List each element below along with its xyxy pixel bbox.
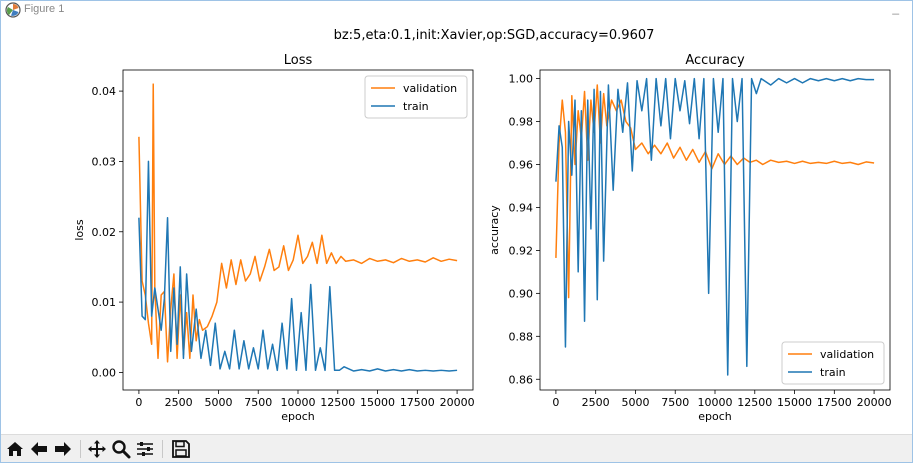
y-tick-label: 0.01 (92, 296, 117, 309)
x-tick-label: 15000 (360, 396, 395, 409)
x-tick-label: 2500 (165, 396, 193, 409)
x-tick-label: 15000 (777, 396, 812, 409)
x-tick-label: 17500 (817, 396, 852, 409)
legend-label-validation: validation (820, 348, 874, 361)
legend: validation train (364, 75, 468, 119)
axes-frame (122, 69, 474, 391)
x-tick-label: 5000 (621, 396, 649, 409)
y-tick-label: 0.88 (509, 330, 534, 343)
toolbar-divider (80, 440, 81, 458)
legend-label-train: train (820, 366, 846, 379)
figure-canvas[interactable]: bz:5,eta:0.1,init:Xavier,op:SGD,accuracy… (0, 20, 913, 434)
loss-subplot: Loss 0 2500 5000 7500 10000 12500 15000 17500 200… (73, 53, 475, 423)
home-icon (7, 442, 23, 456)
y-tick-label: 0.92 (509, 244, 534, 257)
x-axis-label: epoch (281, 410, 315, 423)
subplot-title: Accuracy (685, 53, 745, 68)
x-tick-label: 20000 (857, 396, 892, 409)
y-tick-label: 0.90 (509, 287, 534, 300)
y-tick-label: 0.03 (92, 155, 117, 168)
save-button[interactable] (170, 438, 192, 460)
y-tick-label: 0.86 (509, 373, 534, 386)
legend-label-validation: validation (403, 82, 457, 95)
toolbar-separator (0, 434, 913, 435)
x-axis-label: epoch (698, 410, 732, 423)
navigation-toolbar (0, 435, 913, 463)
x-tick-label: 20000 (440, 396, 475, 409)
back-arrow-icon (31, 442, 47, 456)
window-title: Figure 1 (24, 3, 65, 15)
x-tick-label: 17500 (400, 396, 435, 409)
x-tick-label: 7500 (661, 396, 689, 409)
save-icon (172, 440, 190, 458)
figure-svg: bz:5,eta:0.1,init:Xavier,op:SGD,accuracy… (73, 28, 892, 423)
subplot-title: Loss (284, 53, 313, 68)
series-line-train (555, 77, 875, 376)
x-tick-label: 10000 (698, 396, 733, 409)
x-tick-label: 5000 (204, 396, 232, 409)
y-tick-label: 0.00 (92, 366, 117, 379)
pan-icon (88, 440, 106, 458)
y-tick-label: 0.94 (509, 201, 534, 214)
legend-box (781, 341, 885, 385)
window-titlebar: Figure 1 _ (0, 0, 913, 20)
toolbar-divider (162, 440, 163, 458)
legend-box (364, 75, 468, 119)
y-axis-label: loss (73, 219, 86, 241)
configure-subplots-button[interactable] (134, 438, 156, 460)
legend: validation train (781, 341, 885, 385)
x-tick-label: 0 (552, 396, 559, 409)
x-tick-label: 7500 (244, 396, 272, 409)
y-tick-label: 0.98 (509, 116, 534, 129)
zoom-icon (112, 440, 131, 459)
axes-frame (539, 69, 891, 391)
legend-label-train: train (403, 100, 429, 113)
series-line-validation (555, 84, 875, 299)
y-tick-label: 0.04 (92, 85, 117, 98)
accuracy-subplot: Accuracy 0 2500 5000 7500 10000 12500 15000 1750… (488, 53, 892, 423)
series-line-train (138, 160, 458, 372)
x-tick-label: 12500 (737, 396, 772, 409)
x-tick-label: 2500 (582, 396, 610, 409)
configure-subplots-icon (137, 442, 153, 456)
y-tick-label: 0.02 (92, 226, 117, 239)
y-tick-label: 1.00 (509, 73, 534, 86)
y-tick-label: 0.96 (509, 158, 534, 171)
minimize-button[interactable]: _ (892, 1, 899, 15)
x-tick-label: 10000 (281, 396, 316, 409)
home-button[interactable] (4, 438, 26, 460)
pan-button[interactable] (86, 438, 108, 460)
forward-button[interactable] (52, 438, 74, 460)
matplotlib-app-icon (5, 2, 21, 18)
forward-arrow-icon (55, 442, 71, 456)
plot-area (123, 70, 473, 390)
back-button[interactable] (28, 438, 50, 460)
x-tick-label: 12500 (320, 396, 355, 409)
figure-suptitle: bz:5,eta:0.1,init:Xavier,op:SGD,accuracy… (334, 28, 655, 43)
y-axis-label: accuracy (488, 205, 501, 255)
x-tick-label: 0 (135, 396, 142, 409)
zoom-button[interactable] (110, 438, 132, 460)
